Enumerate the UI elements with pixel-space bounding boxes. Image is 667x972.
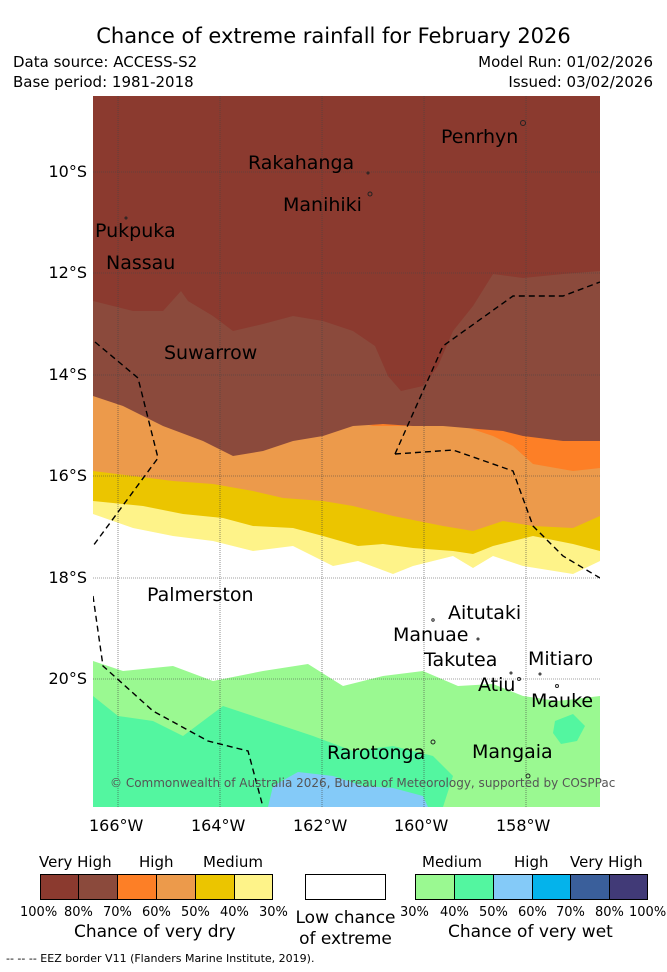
model-run: Model Run: 01/02/2026 — [478, 53, 653, 71]
lon-label: 162°W — [293, 816, 348, 835]
legend-wet-pct: 30% — [400, 905, 429, 920]
lon-label: 160°W — [394, 816, 449, 835]
legend-wet-pct: 70% — [556, 905, 585, 920]
legend-neutral-caption-1: Low chance — [295, 908, 396, 928]
legend-dry-swatch — [156, 874, 196, 900]
lat-label: 18°S — [48, 568, 87, 587]
place-nassau: Nassau — [106, 252, 176, 274]
legend-dry-pct: 60% — [142, 905, 171, 920]
lat-label: 12°S — [48, 263, 87, 282]
legend-wet-header: Medium — [422, 853, 482, 871]
legend-wet-pct: 50% — [479, 905, 508, 920]
island-markers — [124, 120, 559, 779]
lon-label: 166°W — [89, 816, 144, 835]
wet-40-zone — [93, 696, 453, 807]
lat-label: 20°S — [48, 669, 87, 688]
place-penrhyn: Penrhyn — [441, 126, 519, 148]
place-pukpuka: Pukpuka — [95, 220, 176, 242]
legend-wet-pct: 60% — [518, 905, 547, 920]
graticule — [93, 96, 600, 807]
base-period: Base period: 1981-2018 — [13, 73, 194, 91]
legend-dry-swatch — [117, 874, 157, 900]
copyright-notice: © Commonwealth of Australia 2026, Bureau… — [110, 776, 616, 790]
legend-wet-caption: Chance of very wet — [448, 922, 613, 942]
eez-note: -- -- -- EEZ border V11 (Flanders Marine… — [6, 952, 315, 965]
dry-very-high-zone — [93, 96, 600, 391]
rainfall-map — [93, 96, 600, 807]
legend-wet-swatch — [609, 874, 648, 900]
place-rakahanga: Rakahanga — [248, 152, 355, 174]
lat-label: 14°S — [48, 365, 87, 384]
legend-dry-pct: 30% — [259, 905, 288, 920]
place-rarotonga: Rarotonga — [327, 742, 426, 764]
legend-dry-header: High — [139, 853, 174, 871]
data-source: Data source: ACCESS-S2 — [13, 53, 198, 71]
legend-neutral-swatch — [305, 874, 386, 900]
place-manihiki: Manihiki — [283, 194, 362, 216]
legend-wet-swatch — [454, 874, 494, 900]
legend-dry-caption: Chance of very dry — [74, 922, 236, 942]
legend-wet-header: High — [514, 853, 549, 871]
legend-wet-pct: 40% — [440, 905, 469, 920]
legend-wet-swatch — [532, 874, 571, 900]
lat-label: 16°S — [48, 466, 87, 485]
place-takutea: Takutea — [424, 649, 498, 671]
place-mitiaro: Mitiaro — [528, 648, 594, 670]
place-atiu: Atiu — [478, 674, 516, 696]
place-manuae: Manuae — [393, 624, 469, 646]
lon-label: 158°W — [496, 816, 551, 835]
legend-dry-swatch — [195, 874, 235, 900]
legend-wet-swatch — [493, 874, 533, 900]
legend-dry-header: Very High — [39, 853, 112, 871]
legend-dry-swatch — [40, 874, 79, 900]
legend-dry-header: Medium — [203, 853, 263, 871]
place-palmerston: Palmerston — [147, 584, 254, 606]
lat-label: 10°S — [48, 162, 87, 181]
legend-dry-pct: 80% — [64, 905, 93, 920]
issued-date: Issued: 03/02/2026 — [508, 73, 653, 91]
legend-wet-swatch — [415, 874, 455, 900]
legend-wet-pct: 100% — [629, 905, 667, 920]
legend-wet-header: Very High — [570, 853, 643, 871]
legend-dry-pct: 70% — [103, 905, 132, 920]
legend-dry-swatch — [78, 874, 118, 900]
wet-50-zone — [268, 772, 428, 807]
page-title: Chance of extreme rainfall for February … — [96, 24, 571, 48]
place-aitutaki: Aitutaki — [448, 602, 522, 624]
legend-dry-swatch — [234, 874, 273, 900]
legend-wet-swatch — [570, 874, 610, 900]
wet-islet-zone — [553, 714, 585, 744]
legend-dry-pct: 50% — [181, 905, 210, 920]
legend-dry-pct: 40% — [220, 905, 249, 920]
eez-border — [93, 281, 600, 807]
place-suwarrow: Suwarrow — [164, 342, 258, 364]
place-mauke: Mauke — [531, 690, 594, 712]
place-mangaia: Mangaia — [472, 741, 553, 763]
legend-dry-pct: 100% — [20, 905, 58, 920]
legend-wet-pct: 80% — [595, 905, 624, 920]
lon-label: 164°W — [191, 816, 246, 835]
legend-neutral-caption-2: of extreme — [299, 929, 392, 949]
